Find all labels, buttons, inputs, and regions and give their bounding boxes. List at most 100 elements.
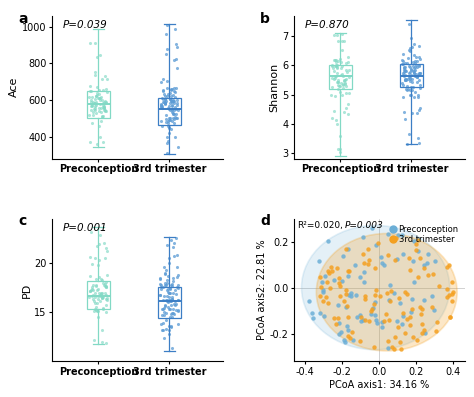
Point	[383, 310, 390, 317]
Point	[305, 298, 313, 304]
Point	[335, 83, 342, 90]
Point	[342, 67, 349, 73]
Point	[328, 75, 336, 81]
Point	[94, 308, 102, 314]
Point	[405, 63, 413, 69]
Point	[318, 279, 326, 285]
Point	[345, 327, 352, 333]
Point	[406, 77, 413, 84]
Point	[168, 102, 175, 109]
Point	[97, 276, 105, 283]
Point	[319, 289, 327, 295]
Point	[95, 257, 103, 264]
Point	[335, 330, 342, 337]
Point	[415, 62, 423, 69]
Point	[407, 87, 414, 93]
Point	[403, 60, 411, 66]
Point	[368, 225, 376, 231]
Point	[414, 237, 421, 243]
Point	[163, 150, 171, 156]
Point	[414, 135, 422, 141]
Point	[168, 302, 175, 308]
Point	[157, 284, 164, 290]
Point	[96, 95, 104, 101]
Point	[386, 298, 393, 304]
Point	[401, 330, 409, 336]
Point	[330, 277, 337, 283]
Text: d: d	[260, 214, 270, 228]
Point	[163, 297, 171, 303]
Point	[93, 54, 101, 60]
Point	[165, 297, 173, 303]
Point	[339, 81, 346, 88]
Point	[102, 86, 110, 92]
Point	[168, 98, 176, 104]
Point	[361, 317, 369, 323]
Point	[406, 131, 413, 137]
Point	[101, 280, 109, 287]
Point	[160, 312, 167, 318]
Point	[333, 121, 341, 127]
Point	[96, 231, 104, 238]
Point	[416, 70, 423, 76]
Point	[173, 115, 180, 121]
Point	[165, 323, 173, 329]
Point	[158, 102, 166, 109]
Y-axis label: PCoA axis2: 22.81 %: PCoA axis2: 22.81 %	[257, 240, 267, 340]
Point	[162, 118, 170, 125]
Point	[96, 298, 104, 304]
Point	[169, 97, 177, 104]
Point	[171, 88, 178, 94]
Point	[340, 336, 347, 343]
Point	[346, 335, 354, 341]
Point	[324, 268, 332, 274]
Point	[337, 56, 344, 62]
Point	[96, 293, 103, 299]
Point	[169, 115, 176, 121]
Point	[365, 246, 372, 252]
Point	[89, 112, 97, 118]
Point	[406, 44, 413, 51]
Point	[164, 85, 171, 91]
Point	[86, 288, 94, 295]
Point	[337, 80, 345, 86]
Point	[326, 270, 333, 276]
Point	[169, 281, 176, 287]
Point	[167, 237, 175, 243]
Point	[172, 235, 179, 241]
Point	[161, 96, 169, 102]
Point	[373, 320, 380, 326]
X-axis label: PCoA axis1: 34.16 %: PCoA axis1: 34.16 %	[329, 380, 429, 389]
Point	[339, 253, 347, 259]
Point	[163, 21, 171, 28]
Point	[403, 83, 410, 89]
Point	[399, 50, 407, 57]
Point	[407, 48, 414, 55]
Point	[370, 344, 378, 350]
Point	[333, 56, 340, 63]
Point	[165, 289, 173, 296]
Point	[91, 103, 99, 109]
Point	[173, 111, 180, 117]
Point	[99, 277, 106, 283]
Point	[332, 62, 339, 68]
Point	[102, 340, 110, 346]
Point	[406, 46, 413, 53]
Point	[168, 345, 175, 351]
Point	[91, 300, 98, 306]
Point	[161, 303, 169, 309]
Text: P=0.003: P=0.003	[345, 222, 384, 230]
Point	[367, 308, 375, 314]
Point	[100, 100, 107, 107]
Point	[92, 93, 100, 99]
Point	[166, 107, 173, 114]
Point	[401, 289, 409, 295]
Point	[90, 109, 97, 116]
Point	[332, 63, 340, 69]
Point	[354, 314, 361, 320]
Point	[168, 293, 175, 300]
Point	[174, 321, 182, 327]
Point	[343, 69, 350, 75]
Point	[336, 146, 343, 152]
Point	[99, 104, 107, 110]
